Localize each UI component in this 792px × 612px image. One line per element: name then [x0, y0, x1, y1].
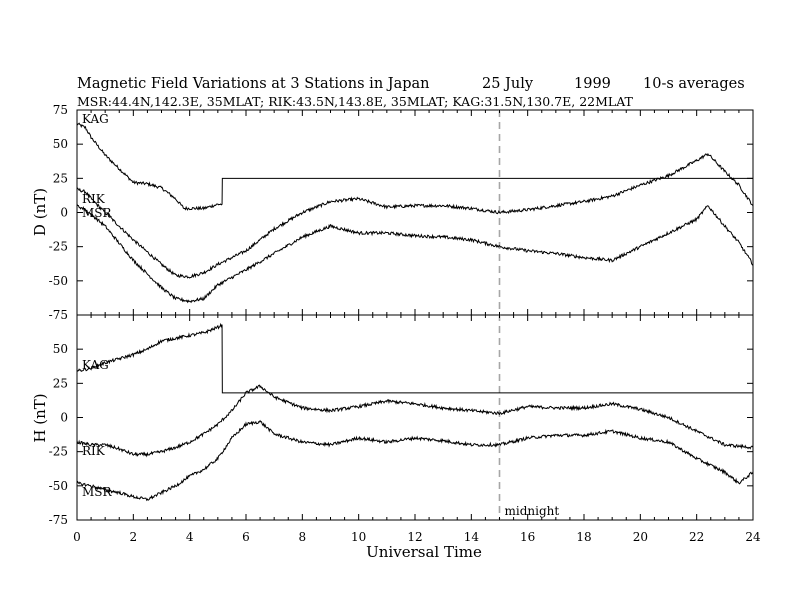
- chart-date: 25 July: [482, 76, 534, 92]
- chart-year: 1999: [574, 76, 611, 92]
- x-tick-label: 2: [130, 530, 138, 544]
- x-tick-label: 6: [242, 530, 250, 544]
- series-line-1-kag: [76, 322, 753, 394]
- x-tick-label: 14: [464, 530, 480, 544]
- series-label-0-msr: MSR: [82, 206, 113, 220]
- x-tick-label: 4: [186, 530, 194, 544]
- d-panel-ylabel: D (nT): [31, 188, 49, 236]
- x-tick-label: 22: [689, 530, 704, 544]
- x-tick-label: 16: [520, 530, 535, 544]
- series-label-0-kag: KAG: [82, 112, 109, 126]
- chart-title: Magnetic Field Variations at 3 Stations …: [77, 76, 430, 92]
- h-panel-ylabel: H (nT): [31, 393, 49, 442]
- series-label-1-kag: KAG: [82, 358, 109, 372]
- x-tick-label: 24: [745, 530, 761, 544]
- y-tick-label: 50: [53, 137, 68, 151]
- y-tick-label: 0: [60, 206, 68, 220]
- x-axis-label: Universal Time: [366, 543, 482, 561]
- y-tick-label: -75: [49, 513, 68, 527]
- x-tick-label: 10: [351, 530, 366, 544]
- series-group: [76, 122, 754, 502]
- x-tick-label: 0: [73, 530, 81, 544]
- midnight-label: midnight: [505, 504, 560, 518]
- y-tick-label: -25: [49, 445, 68, 459]
- chart-subtitle: MSR:44.4N,142.3E, 35MLAT; RIK:43.5N,143.…: [77, 94, 634, 109]
- series-label-1-msr: MSR: [82, 485, 113, 499]
- series-label-0-rik: RIK: [82, 192, 106, 206]
- x-tick-label: 12: [407, 530, 422, 544]
- series-line-0-msr: [76, 204, 754, 304]
- x-tick-label: 18: [576, 530, 591, 544]
- series-line-1-msr: [76, 419, 754, 502]
- series-line-0-kag: [76, 122, 753, 211]
- y-tick-label: -50: [49, 479, 68, 493]
- series-line-1-rik: [76, 384, 754, 458]
- y-tick-label: 50: [53, 342, 68, 356]
- y-tick-label: 75: [53, 103, 68, 117]
- y-tick-label: -75: [49, 308, 68, 322]
- y-tick-label: 25: [53, 171, 68, 185]
- y-tick-label: -50: [49, 274, 68, 288]
- chart-averaging: 10-s averages: [643, 76, 745, 92]
- x-tick-label: 8: [299, 530, 307, 544]
- series-label-1-rik: RIK: [82, 444, 106, 458]
- y-tick-label: 0: [60, 411, 68, 425]
- x-tick-label: 20: [633, 530, 648, 544]
- y-tick-label: 25: [53, 376, 68, 390]
- y-tick-label: -25: [49, 240, 68, 254]
- series-line-0-rik: [76, 152, 754, 279]
